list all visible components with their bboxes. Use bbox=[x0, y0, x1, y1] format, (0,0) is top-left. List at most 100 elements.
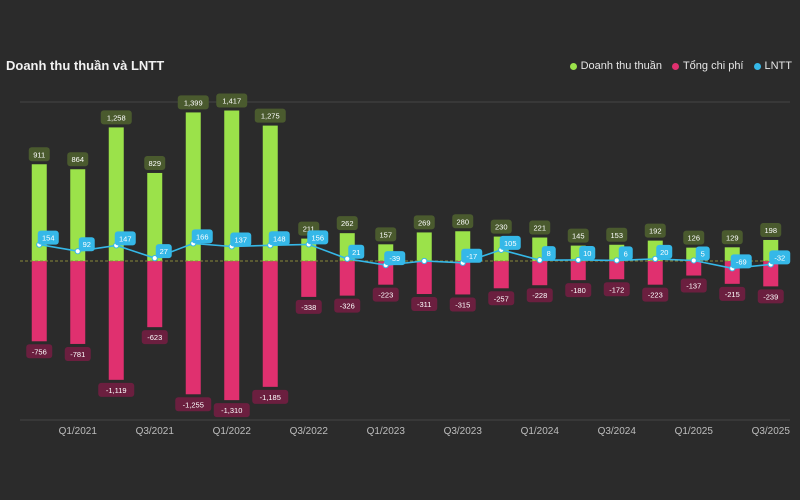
cost-bar bbox=[378, 261, 394, 285]
cost-bar bbox=[532, 261, 548, 286]
cost-data-label: -338 bbox=[301, 303, 316, 312]
lntt-data-label: 27 bbox=[160, 247, 168, 256]
cost-data-label-bg bbox=[98, 382, 135, 397]
revenue-data-label: 145 bbox=[572, 232, 585, 241]
legend-dot-revenue bbox=[569, 62, 577, 70]
legend-item-profit[interactable]: LNTT bbox=[753, 60, 792, 72]
cost-bar bbox=[455, 261, 471, 295]
revenue-data-label-bg bbox=[144, 155, 166, 170]
cost-data-label-bg bbox=[175, 397, 212, 412]
legend-item-cost[interactable]: Tổng chi phí bbox=[671, 60, 744, 72]
revenue-data-label-bg bbox=[683, 230, 705, 245]
revenue-data-label-bg bbox=[644, 223, 666, 238]
legend-dot-profit bbox=[753, 62, 761, 70]
cost-data-label: -623 bbox=[147, 333, 162, 342]
revenue-data-label-bg bbox=[760, 222, 782, 237]
cost-bar bbox=[493, 261, 509, 289]
revenue-data-label: 1,399 bbox=[184, 98, 203, 107]
cost-data-label-bg bbox=[680, 278, 707, 293]
revenue-data-label-bg bbox=[100, 110, 132, 125]
revenue-data-label-bg bbox=[177, 95, 209, 110]
lntt-data-label: 8 bbox=[547, 249, 551, 258]
revenue-data-label: 198 bbox=[764, 226, 777, 235]
cost-data-label-bg bbox=[449, 297, 476, 312]
cost-data-label-bg bbox=[565, 283, 592, 298]
lntt-data-label-bg bbox=[695, 246, 710, 261]
revenue-data-label-bg bbox=[67, 152, 89, 167]
cost-bar bbox=[224, 261, 240, 401]
chart-legend: Doanh thu thuần Tổng chi phí LNTT bbox=[569, 60, 792, 72]
cost-data-label: -781 bbox=[70, 350, 85, 359]
x-tick-label: Q1/2022 bbox=[213, 426, 252, 437]
revenue-data-label-bg bbox=[336, 216, 358, 231]
lntt-point bbox=[344, 255, 351, 262]
revenue-data-label: 230 bbox=[495, 223, 508, 232]
cost-bar bbox=[70, 261, 86, 344]
cost-data-label: -311 bbox=[417, 300, 431, 309]
cost-data-label-bg bbox=[334, 298, 361, 313]
cost-data-label-bg bbox=[603, 282, 630, 297]
lntt-point bbox=[652, 255, 659, 262]
lntt-point bbox=[421, 257, 428, 265]
cost-bar bbox=[686, 261, 702, 276]
lntt-data-label: 5 bbox=[701, 249, 705, 258]
lntt-data-label: 92 bbox=[83, 240, 91, 249]
legend-dot-cost bbox=[671, 62, 679, 70]
lntt-data-label: 147 bbox=[119, 234, 132, 243]
cost-bar bbox=[763, 261, 779, 287]
lntt-data-label: 20 bbox=[660, 248, 668, 257]
revenue-data-label: 1,417 bbox=[222, 97, 241, 106]
revenue-data-label-bg bbox=[529, 220, 551, 235]
revenue-data-label: 153 bbox=[610, 231, 623, 240]
lntt-point bbox=[151, 255, 158, 262]
cost-data-label: -137 bbox=[686, 282, 701, 291]
revenue-bar bbox=[224, 110, 240, 261]
cost-data-label-bg bbox=[488, 291, 515, 306]
cost-data-label: -1,119 bbox=[106, 386, 127, 395]
cost-data-label: -228 bbox=[532, 291, 547, 300]
revenue-data-label-bg bbox=[28, 147, 50, 162]
cost-data-label: -756 bbox=[32, 347, 47, 356]
lntt-data-label-bg bbox=[37, 230, 59, 245]
lntt-data-label: 137 bbox=[234, 235, 247, 244]
cost-bar bbox=[416, 261, 432, 295]
lntt-data-label-bg bbox=[114, 231, 136, 246]
cost-bar bbox=[262, 261, 278, 387]
cost-data-label-bg bbox=[372, 287, 399, 302]
revenue-data-label: 157 bbox=[379, 230, 392, 239]
lntt-data-label-bg bbox=[656, 244, 673, 259]
cost-data-label: -180 bbox=[571, 286, 586, 295]
cost-data-label-bg bbox=[26, 344, 53, 359]
revenue-bar bbox=[147, 172, 163, 261]
revenue-bar bbox=[108, 127, 124, 262]
revenue-data-label: 192 bbox=[649, 227, 662, 236]
cost-data-label-bg bbox=[719, 286, 746, 301]
revenue-data-label-bg bbox=[375, 227, 397, 242]
lntt-point bbox=[575, 256, 582, 264]
cost-data-label-bg bbox=[411, 297, 438, 312]
legend-item-revenue[interactable]: Doanh thu thuần bbox=[569, 60, 662, 72]
revenue-data-label-bg bbox=[452, 214, 474, 229]
lntt-data-label-bg bbox=[155, 244, 172, 259]
lntt-data-label-bg bbox=[230, 232, 252, 247]
lntt-data-label-bg bbox=[618, 246, 633, 261]
lntt-data-label: -17 bbox=[466, 252, 477, 261]
lntt-point bbox=[74, 248, 81, 255]
cost-data-label-bg bbox=[757, 289, 784, 304]
lntt-data-label: 156 bbox=[311, 233, 324, 242]
lntt-data-label-bg bbox=[268, 231, 290, 246]
lntt-data-label: 6 bbox=[624, 249, 628, 258]
lntt-data-label-bg bbox=[769, 250, 791, 265]
cost-data-label-bg bbox=[64, 346, 91, 361]
cost-bar bbox=[339, 261, 355, 296]
revenue-data-label-bg bbox=[721, 230, 743, 245]
revenue-data-label-bg bbox=[567, 228, 589, 243]
revenue-data-label: 262 bbox=[341, 219, 354, 228]
cost-data-label: -1,185 bbox=[260, 393, 281, 402]
x-tick-label: Q3/2024 bbox=[598, 426, 637, 437]
revenue-data-label: 129 bbox=[726, 233, 739, 242]
lntt-data-label-bg bbox=[461, 248, 483, 263]
lntt-data-label-bg bbox=[78, 237, 95, 252]
legend-label-cost: Tổng chi phí bbox=[682, 60, 744, 72]
lntt-data-label-bg bbox=[579, 245, 596, 260]
